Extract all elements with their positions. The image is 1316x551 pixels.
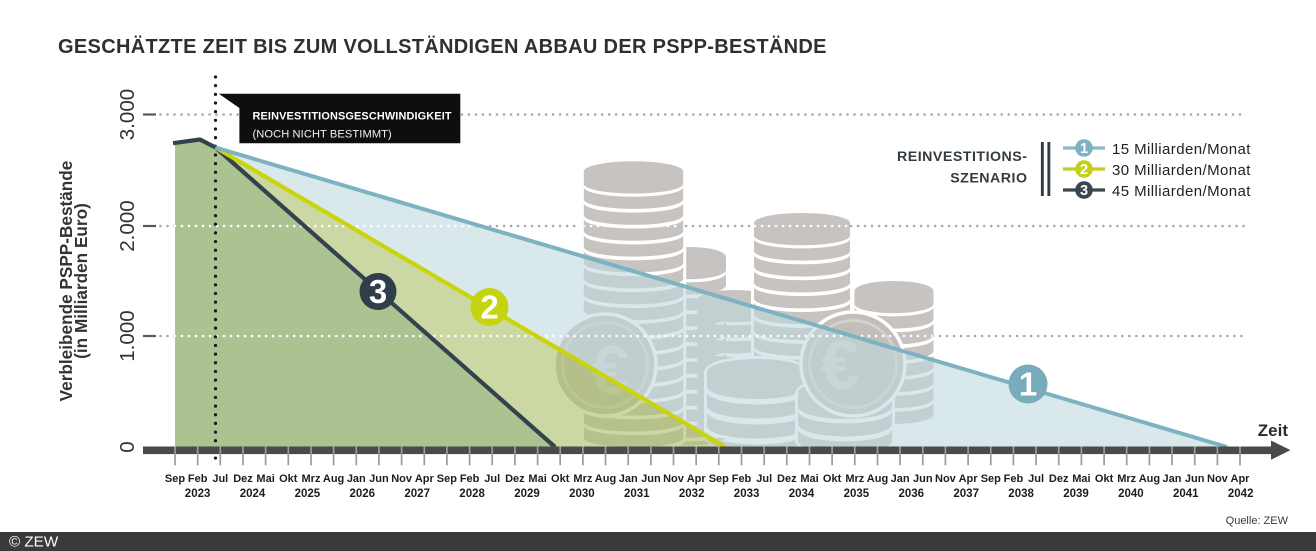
svg-text:Sep: Sep: [981, 473, 1001, 485]
svg-text:REINVESTITIONSGESCHWINDIGKEIT: REINVESTITIONSGESCHWINDIGKEIT: [253, 111, 452, 123]
svg-text:2034: 2034: [789, 488, 815, 500]
svg-text:Apr: Apr: [959, 473, 979, 485]
svg-text:3: 3: [369, 273, 387, 310]
svg-text:2042: 2042: [1228, 488, 1254, 500]
svg-text:Dez: Dez: [505, 473, 525, 485]
svg-text:1: 1: [1080, 141, 1088, 157]
svg-text:SZENARIO: SZENARIO: [950, 171, 1027, 187]
svg-text:0: 0: [116, 441, 139, 452]
svg-text:© ZEW: © ZEW: [9, 534, 59, 551]
svg-text:Jul: Jul: [1028, 473, 1044, 485]
svg-text:2035: 2035: [844, 488, 870, 500]
svg-text:Quelle: ZEW: Quelle: ZEW: [1226, 515, 1289, 527]
svg-text:Jan: Jan: [619, 473, 638, 485]
svg-text:2026: 2026: [350, 488, 376, 500]
svg-text:Mai: Mai: [256, 473, 274, 485]
svg-text:15 Milliarden/Monat: 15 Milliarden/Monat: [1112, 141, 1251, 158]
svg-text:2030: 2030: [569, 488, 595, 500]
svg-text:Sep: Sep: [165, 473, 185, 485]
svg-text:(in Milliarden Euro): (in Milliarden Euro): [71, 203, 91, 359]
svg-text:2040: 2040: [1118, 488, 1144, 500]
svg-text:Mai: Mai: [1072, 473, 1090, 485]
svg-text:Nov: Nov: [391, 473, 413, 485]
svg-text:3: 3: [1080, 183, 1088, 199]
svg-text:Aug: Aug: [1139, 473, 1160, 485]
svg-text:Aug: Aug: [595, 473, 616, 485]
svg-text:2032: 2032: [679, 488, 705, 500]
svg-text:Jun: Jun: [1185, 473, 1205, 485]
svg-text:Dez: Dez: [233, 473, 253, 485]
svg-text:Mai: Mai: [528, 473, 546, 485]
svg-text:Mrz: Mrz: [1117, 473, 1136, 485]
svg-text:REINVESTITIONS-: REINVESTITIONS-: [897, 149, 1027, 165]
svg-text:Dez: Dez: [777, 473, 797, 485]
svg-text:Jun: Jun: [641, 473, 661, 485]
svg-text:Mrz: Mrz: [845, 473, 864, 485]
svg-text:Feb: Feb: [1004, 473, 1024, 485]
svg-text:Apr: Apr: [1231, 473, 1251, 485]
svg-text:Sep: Sep: [709, 473, 729, 485]
svg-text:2: 2: [480, 289, 498, 326]
svg-text:3.000: 3.000: [116, 89, 139, 141]
svg-text:2031: 2031: [624, 488, 650, 500]
svg-text:Nov: Nov: [663, 473, 685, 485]
svg-text:Aug: Aug: [323, 473, 344, 485]
svg-text:Okt: Okt: [279, 473, 298, 485]
svg-text:Mai: Mai: [800, 473, 818, 485]
svg-text:2025: 2025: [295, 488, 321, 500]
svg-text:Zeit: Zeit: [1258, 421, 1289, 440]
svg-text:Sep: Sep: [437, 473, 457, 485]
svg-text:(NOCH NICHT BESTIMMT): (NOCH NICHT BESTIMMT): [253, 128, 392, 140]
svg-text:2028: 2028: [459, 488, 485, 500]
svg-text:2024: 2024: [240, 488, 266, 500]
svg-text:2039: 2039: [1063, 488, 1089, 500]
svg-text:2023: 2023: [185, 488, 211, 500]
svg-text:Aug: Aug: [867, 473, 888, 485]
svg-text:Dez: Dez: [1049, 473, 1069, 485]
svg-text:Okt: Okt: [823, 473, 842, 485]
svg-text:Jan: Jan: [1163, 473, 1182, 485]
svg-text:30 Milliarden/Monat: 30 Milliarden/Monat: [1112, 162, 1251, 179]
svg-text:Nov: Nov: [1207, 473, 1229, 485]
svg-text:2033: 2033: [734, 488, 760, 500]
svg-text:Jul: Jul: [484, 473, 500, 485]
svg-text:Jul: Jul: [756, 473, 772, 485]
svg-text:45 Milliarden/Monat: 45 Milliarden/Monat: [1112, 183, 1251, 200]
svg-text:Nov: Nov: [935, 473, 957, 485]
svg-text:Feb: Feb: [460, 473, 480, 485]
svg-text:2037: 2037: [953, 488, 979, 500]
svg-text:Jan: Jan: [347, 473, 366, 485]
svg-text:Apr: Apr: [687, 473, 707, 485]
svg-text:2.000: 2.000: [116, 200, 139, 252]
svg-text:2041: 2041: [1173, 488, 1199, 500]
svg-text:Mrz: Mrz: [573, 473, 592, 485]
svg-text:1.000: 1.000: [116, 310, 139, 362]
svg-text:2036: 2036: [899, 488, 925, 500]
svg-text:Okt: Okt: [1095, 473, 1114, 485]
svg-text:2027: 2027: [404, 488, 430, 500]
svg-text:Jun: Jun: [369, 473, 389, 485]
svg-text:Feb: Feb: [732, 473, 752, 485]
svg-text:GESCHÄTZTE ZEIT BIS ZUM VOLLST: GESCHÄTZTE ZEIT BIS ZUM VOLLSTÄNDIGEN AB…: [58, 35, 827, 58]
svg-text:Mrz: Mrz: [302, 473, 321, 485]
svg-text:Feb: Feb: [188, 473, 208, 485]
svg-text:2038: 2038: [1008, 488, 1034, 500]
svg-text:1: 1: [1019, 366, 1037, 403]
svg-text:Apr: Apr: [415, 473, 435, 485]
svg-text:Okt: Okt: [551, 473, 570, 485]
svg-text:2: 2: [1080, 162, 1088, 178]
svg-text:Jun: Jun: [913, 473, 933, 485]
svg-text:Jan: Jan: [891, 473, 910, 485]
svg-text:Jul: Jul: [212, 473, 228, 485]
svg-text:Verbleibende PSPP-Bestände: Verbleibende PSPP-Bestände: [56, 161, 76, 402]
svg-text:2029: 2029: [514, 488, 540, 500]
